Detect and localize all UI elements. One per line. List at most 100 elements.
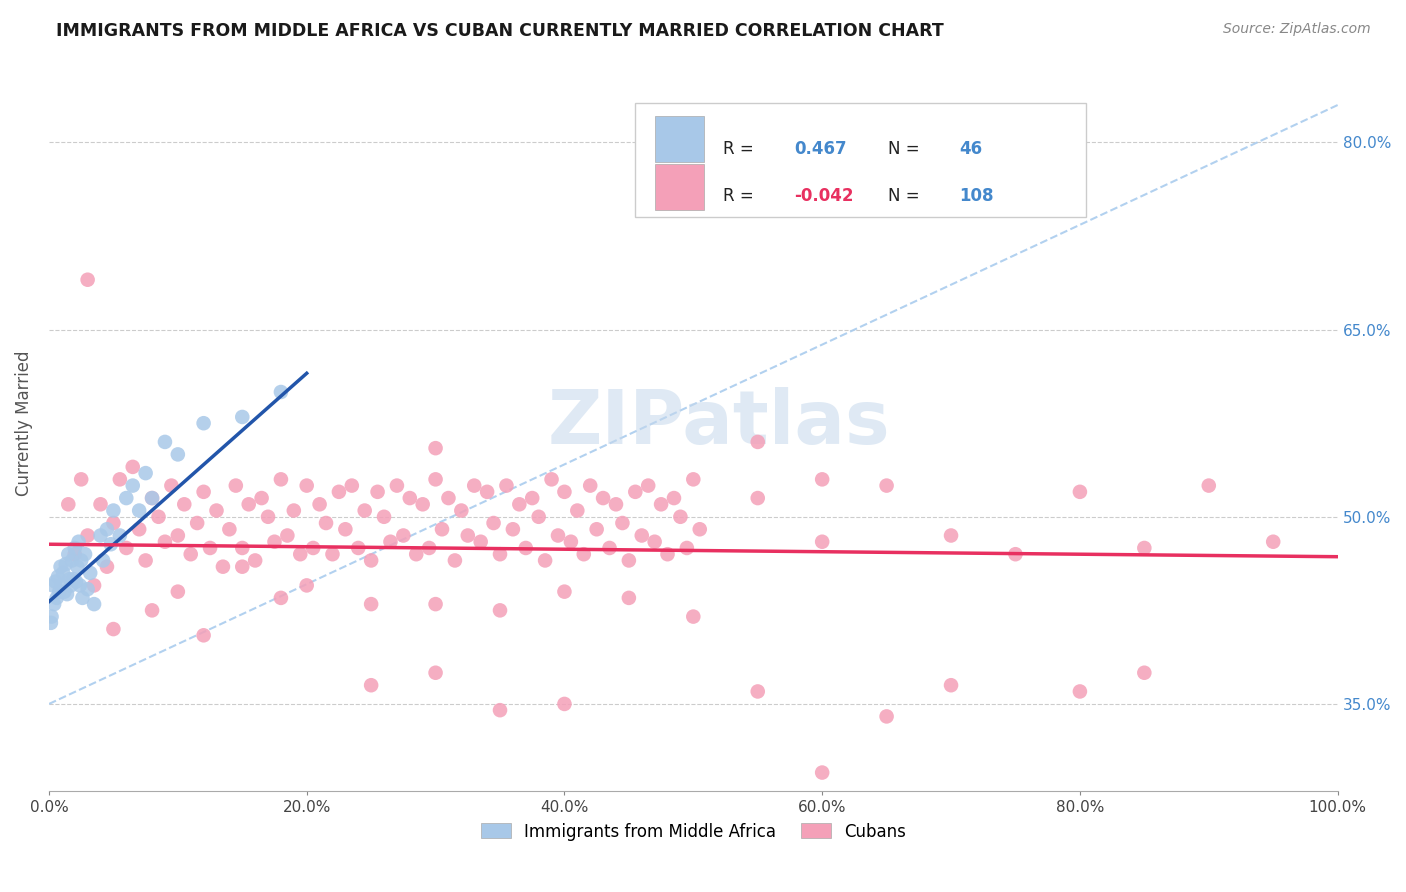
Point [295,478,318,492]
Point [73,547,96,561]
Point [135,466,157,480]
Point [425,441,447,455]
Point [58,497,80,511]
Point [335,522,357,536]
Point [231,541,253,555]
Point [290,547,312,561]
Point [59,578,82,592]
Point [572,547,595,561]
Point [412,497,434,511]
Text: 0.467: 0.467 [794,140,846,158]
Point [198,541,221,555]
Point [58,572,80,586]
Point [186,516,208,530]
Point [67,534,90,549]
Point [141,491,163,505]
Point [495,478,517,492]
FancyBboxPatch shape [636,103,1087,217]
Text: R =: R = [723,187,759,205]
Point [682,609,704,624]
Point [1004,547,1026,561]
Point [321,547,343,561]
Point [315,516,337,530]
Point [657,547,679,561]
Point [418,541,440,555]
Text: -0.042: -0.042 [794,187,853,205]
Point [475,484,498,499]
Point [100,537,122,551]
Point [522,491,544,505]
Point [60,553,83,567]
Point [166,528,188,542]
Point [534,553,557,567]
Point [637,478,659,492]
Point [682,472,704,486]
Point [48,584,70,599]
Point [437,491,460,505]
Point [153,434,176,449]
Point [939,678,962,692]
Point [1198,478,1220,492]
Point [69,578,91,592]
Point [283,503,305,517]
Point [121,459,143,474]
Point [270,472,292,486]
Point [276,528,298,542]
Point [270,591,292,605]
Point [302,541,325,555]
Point [747,491,769,505]
Point [612,516,634,530]
Text: R =: R = [723,140,759,158]
Point [644,534,666,549]
Point [650,497,672,511]
Point [83,578,105,592]
Point [108,472,131,486]
Point [353,503,375,517]
Point [193,484,215,499]
Point [444,553,467,567]
Point [63,541,86,555]
Point [91,553,114,567]
Point [89,528,111,542]
Point [457,528,479,542]
Point [76,273,98,287]
Point [425,472,447,486]
Point [96,559,118,574]
Point [502,522,524,536]
Point [41,609,63,624]
Point [257,509,280,524]
Point [747,434,769,449]
Point [44,574,66,589]
Point [166,447,188,461]
Point [1069,684,1091,698]
Point [103,516,125,530]
Point [56,587,79,601]
Legend: Immigrants from Middle Africa, Cubans: Immigrants from Middle Africa, Cubans [475,817,911,846]
Point [193,416,215,430]
Point [676,541,699,555]
Point [128,522,150,536]
Point [70,472,93,486]
Point [263,534,285,549]
Point [308,497,330,511]
Text: 108: 108 [959,187,993,205]
Point [103,622,125,636]
Point [231,559,253,574]
Point [83,597,105,611]
Point [225,478,247,492]
Point [79,566,101,580]
Point [347,541,370,555]
Point [205,503,228,517]
Point [62,572,84,586]
Point [553,584,575,599]
Y-axis label: Currently Married: Currently Married [15,351,32,496]
Point [45,591,67,605]
Point [617,591,640,605]
Point [398,491,420,505]
Point [811,534,834,549]
Point [141,491,163,505]
Point [380,534,402,549]
Point [231,409,253,424]
Point [470,534,492,549]
Point [65,574,87,589]
